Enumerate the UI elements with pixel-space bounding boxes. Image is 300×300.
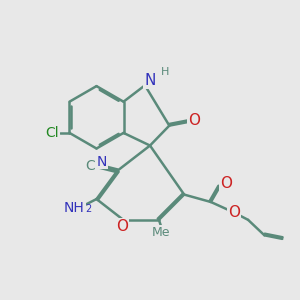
Text: O: O	[220, 176, 232, 191]
Text: H: H	[160, 67, 169, 77]
Text: O: O	[188, 113, 200, 128]
Text: O: O	[116, 219, 128, 234]
Text: Cl: Cl	[46, 126, 59, 140]
Text: NH: NH	[64, 201, 85, 215]
Text: 2: 2	[85, 204, 92, 214]
Text: N: N	[145, 73, 156, 88]
Text: Me: Me	[152, 226, 170, 239]
Text: C: C	[86, 159, 95, 173]
Text: O: O	[228, 205, 240, 220]
Text: N: N	[97, 155, 107, 169]
